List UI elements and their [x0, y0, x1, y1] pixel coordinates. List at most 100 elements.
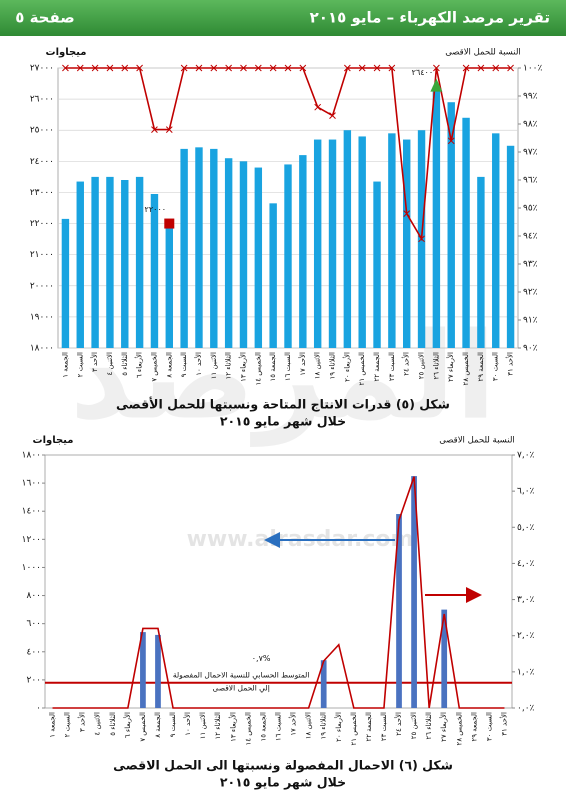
y2-tick-label: ١٠٠٪: [523, 64, 543, 74]
x-tick-label: السبت ٩: [169, 712, 177, 737]
x-tick-label: الخميس ٧: [150, 352, 158, 382]
point-marker: [299, 64, 307, 72]
point-marker: [195, 64, 203, 72]
bar: [477, 176, 485, 348]
point-marker: [433, 64, 440, 72]
bar: [432, 86, 441, 349]
bar: [121, 180, 129, 348]
x-tick-label: السبت ٣٠: [492, 352, 500, 381]
x-tick-label: الخميس ١٤: [254, 352, 262, 385]
point-marker: [91, 64, 99, 72]
bar: [224, 158, 233, 348]
point-marker: [388, 64, 396, 72]
y2-tick-label: ٩٠٪: [523, 344, 538, 354]
bar: [180, 148, 188, 348]
y-tick-label: ٢٤٠٠٠: [30, 157, 54, 167]
point-marker: [254, 64, 262, 72]
marker: [164, 218, 175, 229]
x-tick-label: الاثنين ٤: [94, 712, 102, 735]
x-tick-label: الأحد ٣: [90, 352, 99, 372]
point-marker: [76, 64, 84, 72]
x-tick-label: الأربعاء ٢٠: [334, 712, 343, 742]
point-marker: [269, 64, 277, 72]
reference-label: ٠,٧%: [252, 654, 271, 663]
bar: [358, 136, 366, 348]
x-tick-label: الخميس ١٤: [244, 712, 252, 745]
y-tick-label: ٢٢٠٠٠: [30, 219, 54, 229]
x-tick-label: الثلاثاء ٢٦: [432, 352, 440, 380]
point-marker: [329, 112, 336, 119]
bar: [254, 167, 263, 348]
x-tick-label: الاثنين ١٨: [305, 712, 313, 739]
y2-axis-title: النسبة للحمل الاقصى: [445, 48, 521, 58]
x-tick-label: الثلاثاء ١٩: [320, 712, 328, 740]
point-marker: [314, 103, 322, 111]
point-marker: [344, 64, 351, 72]
x-tick-label: الأحد ١٠: [194, 352, 203, 376]
y2-tick-label: ٩٩٪: [523, 92, 538, 102]
x-tick-label: الجمعة ١: [61, 352, 69, 378]
x-tick-label: السبت ٢٣: [380, 712, 388, 741]
y-tick-label: ١٨٠٠٠: [30, 344, 54, 354]
bar: [150, 194, 159, 348]
x-tick-label: الأربعاء ٦: [123, 712, 132, 738]
point-marker: [136, 64, 143, 72]
x-tick-label: الأربعاء ١٣: [238, 352, 247, 382]
y-tick-label: ٢٠٠: [26, 675, 41, 685]
y2-tick-label: ١,٠٪: [517, 667, 535, 677]
y-tick-label: ٢٠٠٠٠: [30, 281, 54, 291]
bar: [411, 476, 417, 708]
x-tick-label: الجمعة ١٥: [259, 712, 267, 742]
bar: [135, 176, 144, 348]
x-tick-label: الاثنين ٤: [106, 352, 114, 375]
point-marker: [121, 64, 129, 72]
x-tick-label: الخميس ٢١: [358, 352, 366, 385]
x-tick-label: الثلاثاء ١٩: [329, 352, 337, 380]
bar: [165, 223, 173, 348]
bar: [462, 117, 470, 349]
bar: [388, 133, 396, 348]
bar: [155, 634, 161, 708]
y-tick-label: ١٢٠٠: [22, 535, 41, 545]
point-marker: [447, 137, 455, 145]
x-tick-label: الخميس ٢١: [350, 712, 358, 745]
x-tick-label: الجمعة ٢٩: [470, 712, 478, 742]
y2-tick-label: ٩٤٪: [523, 232, 538, 242]
bar: [284, 164, 292, 348]
bar: [328, 139, 337, 348]
watermark: المرصد www.alrasdar.com: [70, 308, 497, 552]
bar: [299, 155, 307, 348]
point-marker: [284, 64, 292, 72]
x-tick-label: السبت ٢: [64, 712, 72, 737]
y2-tick-label: ٢,٠٪: [517, 631, 535, 641]
x-tick-label: الأربعاء ١٣: [228, 712, 237, 742]
x-tick-label: السبت ١٦: [284, 352, 292, 381]
y2-tick-label: ٩٢٪: [523, 288, 538, 298]
x-tick-label: الجمعة ٨: [154, 712, 162, 738]
point-marker: [62, 64, 69, 72]
marker-label: ٢٢٠٠٠: [145, 205, 166, 214]
x-tick-label: الاثنين ١١: [210, 352, 218, 379]
x-tick-label: الأحد ٣١: [499, 712, 508, 736]
bar: [506, 145, 515, 348]
header-title: تقرير مرصد الكهرباء – مايو ٢٠١٥: [310, 9, 550, 27]
bar: [373, 181, 381, 348]
x-tick-label: الجمعة ١٥: [269, 352, 277, 382]
point-marker: [106, 64, 114, 72]
point-marker: [418, 235, 425, 243]
bar: [343, 130, 352, 348]
bar: [441, 609, 448, 708]
bar: [403, 139, 411, 348]
point-marker: [240, 64, 247, 72]
line: [52, 476, 505, 709]
x-tick-label: الاثنين ٢٥: [410, 712, 418, 739]
x-tick-label: الأحد ٣١: [506, 352, 515, 376]
bar: [106, 176, 114, 348]
bar: [269, 203, 277, 348]
x-tick-label: الأحد ١٧: [289, 712, 298, 736]
y-tick-label: ١٤٠٠: [22, 507, 41, 517]
y-tick-label: ٢٦٠٠٠: [30, 95, 54, 105]
x-tick-label: الأحد ٣: [78, 712, 87, 732]
point-marker: [492, 64, 500, 72]
page-number: صفحة ٥: [15, 9, 75, 27]
